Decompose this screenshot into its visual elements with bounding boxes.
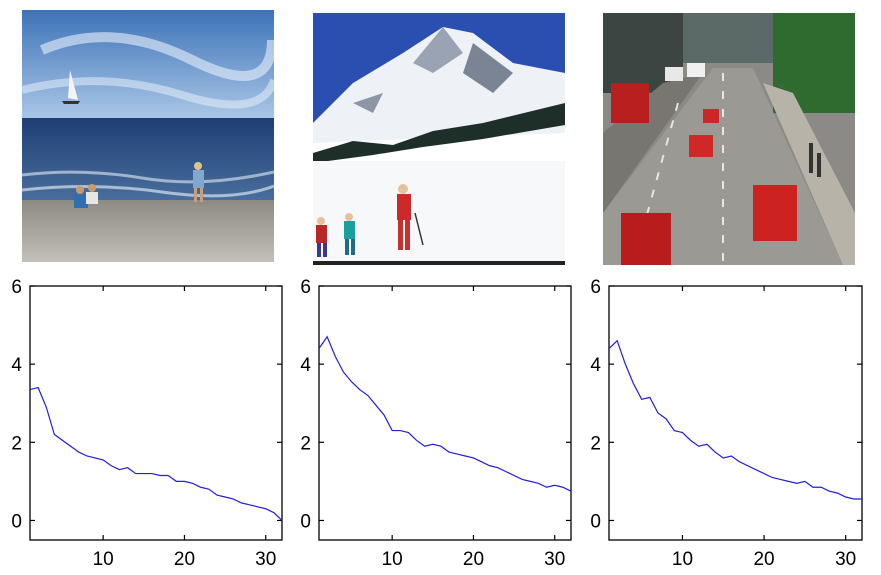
chart-panel-1: 0 2 4 6 10 20 30 [11,277,283,570]
plot-frame [318,285,572,541]
beach-photo [22,10,274,262]
series-line [29,386,283,521]
x-tick-label: 10 [93,549,114,570]
x-tick-label: 20 [463,549,484,570]
y-tick-label: 6 [590,277,601,298]
x-tick-label: 10 [382,549,403,570]
y-tick-label: 0 [11,511,22,532]
plot-frame [608,285,863,541]
y-tick-label: 4 [300,355,311,376]
x-tick-label: 30 [544,549,565,570]
chart-panel-2: 0 2 4 6 10 20 30 [300,277,572,570]
plot-frame [29,285,283,541]
city-street-photo [603,13,855,265]
series-line [608,339,862,500]
x-tick-label: 30 [835,549,856,570]
x-tick-label: 30 [255,549,276,570]
y-tick-label: 0 [300,511,311,532]
y-tick-label: 4 [11,355,22,376]
snow-mountain-photo [313,13,565,265]
x-tick-label: 20 [753,549,774,570]
y-tick-label: 2 [300,433,311,454]
y-tick-label: 6 [11,277,22,298]
y-tick-label: 0 [590,511,601,532]
y-tick-label: 6 [300,277,311,298]
x-tick-label: 10 [672,549,693,570]
y-tick-label: 2 [11,433,22,454]
series-line [318,335,572,492]
y-tick-label: 2 [590,433,601,454]
chart-panel-3: 0 2 4 6 10 20 30 [590,277,863,570]
y-tick-label: 4 [590,355,601,376]
x-tick-label: 20 [174,549,195,570]
